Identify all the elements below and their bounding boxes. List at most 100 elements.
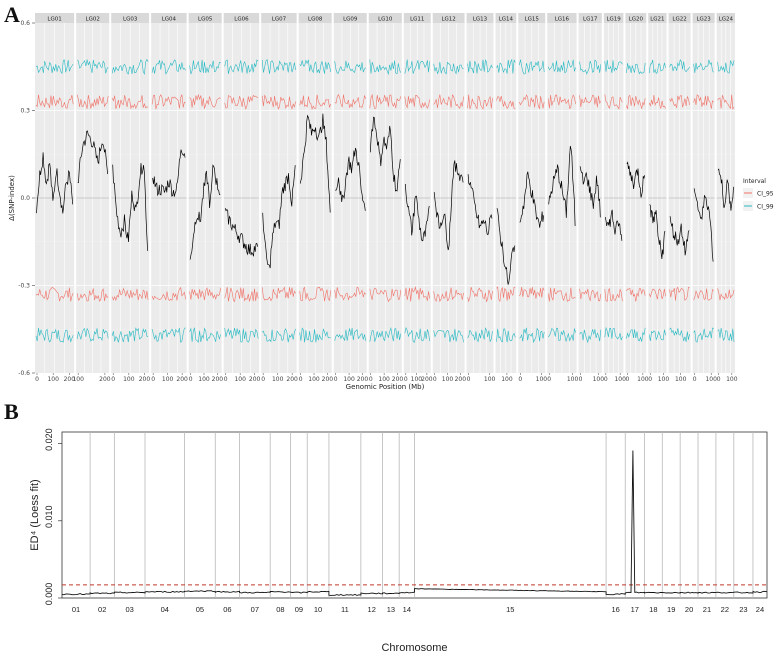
ci95-lower-line <box>547 287 576 302</box>
x-tick-label-a: 0 <box>467 376 471 383</box>
facet-lg15: LG15 0 100 <box>518 13 547 383</box>
x-tick-label-a: 100 <box>705 376 717 383</box>
x-tick-label-a: 100 <box>308 376 320 383</box>
ci99-upper-line <box>547 59 576 74</box>
chromosome-label: 11 <box>341 605 349 614</box>
ci99-upper-line <box>35 59 74 75</box>
ci95-upper-line <box>224 94 259 110</box>
panel-a-label: A <box>4 2 20 27</box>
chromosome-label: 08 <box>276 605 284 614</box>
ci95-upper-line <box>261 94 296 110</box>
ci95-lower-line <box>404 286 430 302</box>
x-tick-label-a: 200 <box>249 376 261 383</box>
delta-snp-index-line <box>77 130 109 184</box>
delta-snp-index-line <box>717 168 734 211</box>
facet-strip-label: LG10 <box>378 16 393 22</box>
chromosome-label: 22 <box>721 605 729 614</box>
ci99-lower-line <box>76 327 109 342</box>
x-tick-label-a: 0 <box>547 376 551 383</box>
facet-lg21: LG21 0 100 <box>648 13 669 383</box>
legend-entry-label: CI_95 <box>757 191 774 198</box>
facet-strip <box>188 13 222 23</box>
facet-lg19: LG19 0 100 <box>603 13 626 383</box>
ci99-lower-line <box>717 328 735 343</box>
ci95-lower-line <box>626 287 646 302</box>
ci99-upper-line <box>693 59 714 73</box>
x-tick-label-a: 0 <box>717 376 721 383</box>
x-tick-label-a: 100 <box>501 376 513 383</box>
ci99-upper-line <box>433 61 464 75</box>
ci95-lower-line <box>151 286 186 301</box>
chromosome-label: 15 <box>506 605 514 614</box>
x-tick-label-a: 100 <box>675 376 687 383</box>
chromosome-label: 19 <box>667 605 675 614</box>
delta-snp-index-line <box>649 204 666 260</box>
facet-strip <box>403 13 431 23</box>
chromosome-label: 02 <box>98 605 106 614</box>
x-tick-label-a: 200 <box>357 376 369 383</box>
y-tick-label-a: -0.6 <box>18 370 30 377</box>
chromosome-label: 21 <box>703 605 711 614</box>
ci95-upper-line <box>35 94 74 109</box>
x-tick-label-a: 100 <box>593 376 605 383</box>
delta-snp-index-line <box>669 216 690 256</box>
facet-strip-label: LG19 <box>606 16 621 22</box>
chromosome-label: 03 <box>126 605 134 614</box>
x-tick-label-a: 200 <box>64 376 76 383</box>
facet-strip-label: LG03 <box>123 16 138 22</box>
delta-snp-index-line <box>467 174 493 236</box>
ci95-lower-line <box>224 287 259 303</box>
facet-lg08: LG08 0 100 200 <box>298 13 333 383</box>
ci95-upper-line <box>369 93 402 109</box>
ci95-upper-line <box>467 94 493 110</box>
facet-strip <box>261 13 297 23</box>
delta-snp-index-line <box>496 208 516 286</box>
facet-lg23: LG23 0 100 <box>692 13 717 383</box>
facet-lg05: LG05 0 100 200 <box>188 13 223 383</box>
x-tick-label-a: 100 <box>272 376 284 383</box>
delta-snp-index-line <box>693 188 714 262</box>
x-tick-label-a: 100 <box>484 376 496 383</box>
facet-strip-label: LG15 <box>525 16 540 22</box>
ci95-upper-line <box>626 94 646 109</box>
facet-strip <box>668 13 691 23</box>
x-tick-label-a: 200 <box>286 376 298 383</box>
facet-lg24: LG24 0 100 <box>716 13 738 383</box>
x-tick-label-a: 0 <box>404 376 408 383</box>
chromosome-label: 16 <box>611 605 619 614</box>
delta-snp-index-line <box>548 145 576 227</box>
delta-snp-index-line <box>519 171 545 228</box>
facet-strip <box>35 13 75 23</box>
ci95-lower-line <box>693 288 714 301</box>
facet-lg06: LG06 0 100 200 <box>223 13 261 383</box>
facet-strip-label: LG14 <box>499 16 514 22</box>
facet-lg14: LG14 100 <box>495 13 517 383</box>
delta-snp-index-line <box>626 161 646 198</box>
ci99-upper-line <box>369 59 402 76</box>
facet-strip-label: LG24 <box>719 16 734 22</box>
ci95-lower-line <box>334 286 367 301</box>
delta-snp-index-line <box>335 147 366 211</box>
facet-strip-label: LG01 <box>47 16 61 22</box>
ci99-upper-line <box>189 59 221 75</box>
facet-strip <box>432 13 465 23</box>
ci95-lower-line <box>604 287 623 302</box>
facet-lg02: LG02 100 200 <box>72 13 111 383</box>
legend-entry-label: CI_99 <box>757 204 774 211</box>
ci95-lower-line <box>35 287 74 302</box>
ci99-lower-line <box>299 327 331 343</box>
ci95-lower-line <box>299 286 331 302</box>
facet-lg16: LG16 0 100 <box>547 13 578 383</box>
facet-lg09: LG09 0 100 200 <box>333 13 369 383</box>
delta-snp-index-line <box>579 166 601 218</box>
facet-strip <box>578 13 602 23</box>
y-axis-title-a: Δ(SNP-index) <box>8 175 16 221</box>
x-tick-label-a: 200 <box>176 376 188 383</box>
x-tick-label-a: 0 <box>35 376 39 383</box>
facet-strip <box>603 13 624 23</box>
ci99-upper-line <box>151 59 186 75</box>
facet-strip <box>518 13 546 23</box>
x-tick-label-a: 200 <box>139 376 151 383</box>
